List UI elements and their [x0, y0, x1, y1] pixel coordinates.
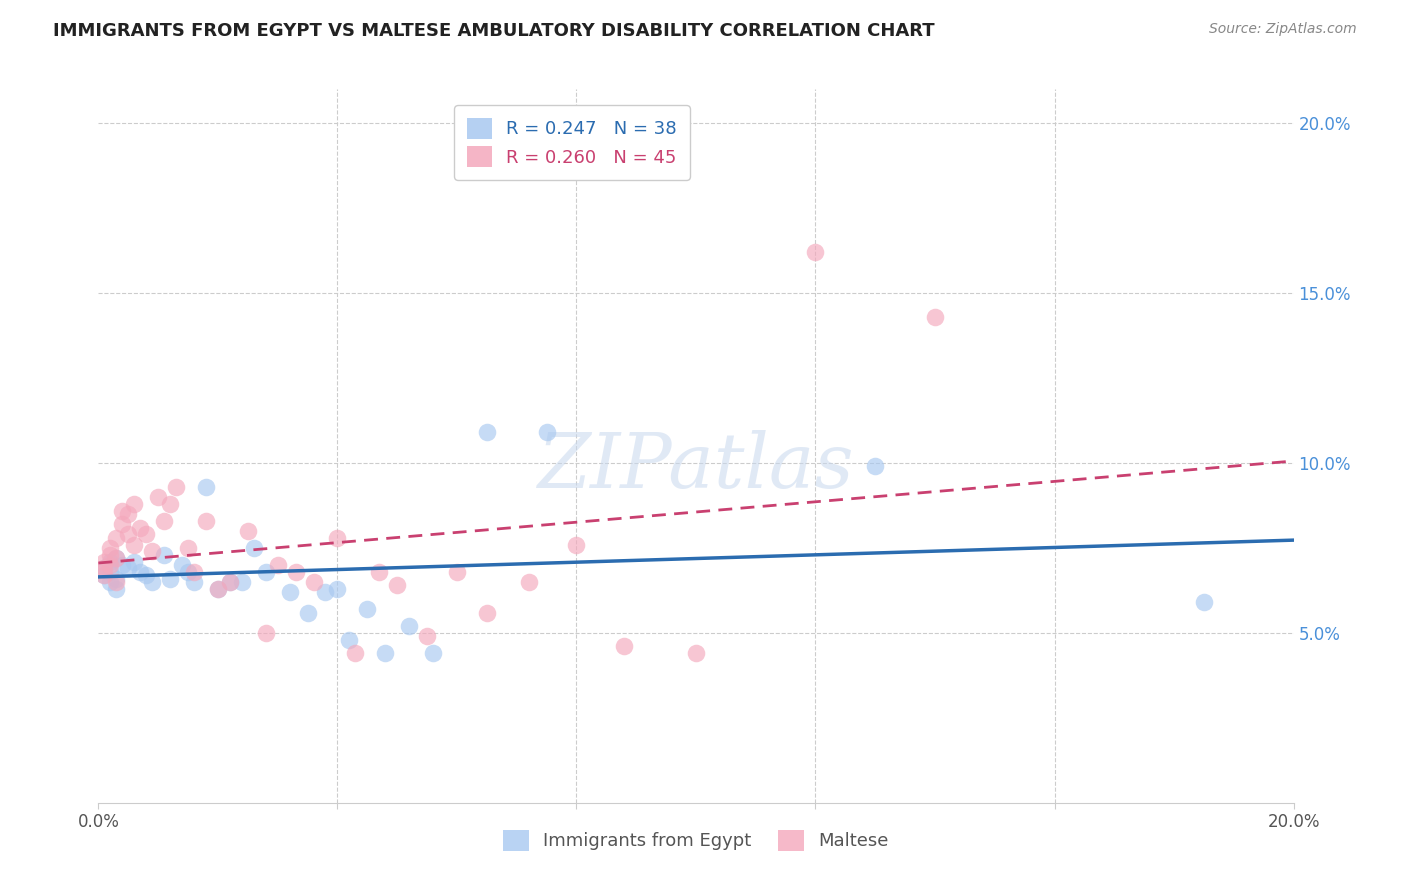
Point [195, 514, 218, 528]
Point [98, 541, 122, 555]
Point [254, 626, 277, 640]
Point [243, 541, 266, 555]
Point [111, 517, 134, 532]
Point [356, 602, 378, 616]
Point [865, 459, 887, 474]
Point [124, 497, 146, 511]
Point [219, 574, 242, 589]
Point [475, 606, 498, 620]
Point [111, 503, 134, 517]
Point [536, 425, 558, 440]
Point [105, 551, 128, 566]
Point [111, 558, 134, 572]
Point [159, 497, 181, 511]
Point [219, 574, 242, 589]
Point [105, 531, 128, 545]
Point [105, 582, 128, 596]
Point [685, 646, 707, 660]
Point [129, 565, 152, 579]
Point [117, 561, 139, 575]
Point [98, 548, 122, 562]
Point [153, 548, 176, 562]
Point [124, 555, 146, 569]
Point [385, 578, 409, 592]
Point [172, 558, 194, 572]
Point [129, 520, 152, 534]
Point [565, 537, 588, 551]
Point [267, 558, 290, 572]
Point [374, 646, 396, 660]
Point [475, 425, 498, 440]
Point [141, 574, 163, 589]
Point [98, 565, 122, 579]
Point [613, 640, 636, 654]
Point [302, 574, 325, 589]
Point [195, 480, 218, 494]
Point [93, 561, 115, 575]
Point [231, 574, 253, 589]
Point [93, 568, 115, 582]
Point [105, 572, 128, 586]
Point [339, 632, 361, 647]
Point [284, 565, 307, 579]
Point [422, 646, 444, 660]
Point [98, 555, 122, 569]
Point [326, 531, 349, 545]
Point [135, 568, 157, 582]
Point [1192, 595, 1215, 609]
Point [398, 619, 420, 633]
Point [254, 565, 277, 579]
Point [105, 551, 128, 566]
Point [183, 565, 205, 579]
Point [517, 574, 540, 589]
Point [93, 568, 115, 582]
Point [148, 490, 170, 504]
Point [135, 527, 157, 541]
Text: Source: ZipAtlas.com: Source: ZipAtlas.com [1209, 22, 1357, 37]
Text: IMMIGRANTS FROM EGYPT VS MALTESE AMBULATORY DISABILITY CORRELATION CHART: IMMIGRANTS FROM EGYPT VS MALTESE AMBULAT… [53, 22, 935, 40]
Point [153, 514, 176, 528]
Point [326, 582, 349, 596]
Point [124, 537, 146, 551]
Point [236, 524, 259, 538]
Point [446, 565, 468, 579]
Point [117, 527, 139, 541]
Point [177, 541, 200, 555]
Legend: Immigrants from Egypt, Maltese: Immigrants from Egypt, Maltese [496, 822, 896, 858]
Point [416, 629, 439, 643]
Point [93, 561, 115, 575]
Point [207, 582, 229, 596]
Point [278, 585, 301, 599]
Point [165, 480, 187, 494]
Point [117, 507, 139, 521]
Point [297, 606, 319, 620]
Point [804, 245, 827, 260]
Point [368, 565, 391, 579]
Point [207, 582, 229, 596]
Text: ZIPatlas: ZIPatlas [537, 431, 855, 504]
Point [105, 574, 128, 589]
Point [93, 555, 115, 569]
Point [177, 565, 200, 579]
Point [159, 572, 181, 586]
Point [315, 585, 337, 599]
Point [183, 574, 205, 589]
Point [141, 544, 163, 558]
Point [924, 310, 946, 324]
Point [98, 558, 122, 572]
Point [98, 574, 122, 589]
Point [344, 646, 367, 660]
